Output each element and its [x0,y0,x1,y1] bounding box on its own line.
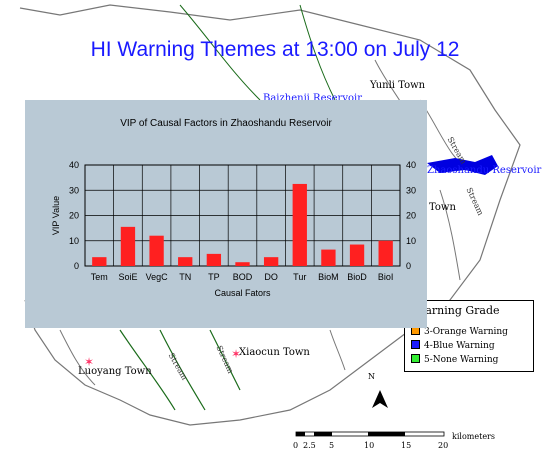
bar [349,244,365,266]
y2-tick-label: 30 [406,185,416,195]
bar [120,226,136,266]
bar [149,235,164,266]
place-label: Luoyang Town [78,366,152,377]
x-tick-label: TN [179,272,191,282]
x-tick-label: BioM [318,272,339,282]
reservoir-shape [427,155,498,175]
x-tick-label: Tem [91,272,108,282]
river-line [439,189,461,281]
river-line [119,329,176,411]
legend-title: Warning Grade [415,304,500,317]
y2-tick-label: 20 [406,211,416,221]
scale-tick-label: 20 [438,441,449,450]
scale-unit-label: kilometers [452,432,495,441]
y2-tick-label: 0 [406,261,411,271]
legend-swatch [411,354,420,363]
scale-tick-label: 10 [364,441,375,450]
river-line [59,329,96,386]
north-label: N [368,372,375,381]
place-label: Baizhenji Reservoir [263,93,362,104]
x-tick-label: BOD [233,272,253,282]
y-tick-label: 30 [69,185,79,195]
y-axis-label: VIP Value [51,196,61,235]
river-line [159,329,206,411]
north-arrow-icon [372,390,388,408]
place-label: Zhaoshandu Reservoir [427,165,542,176]
bar [292,183,307,266]
x-tick-label: BioD [347,272,367,282]
scale-tick-label: 5 [329,441,335,450]
chart-panel: VIP of Causal Factors in Zhaoshandu Rese… [25,100,427,328]
basin-boundary [19,4,521,426]
x-tick-label: VegC [146,272,169,282]
y2-tick-label: 40 [406,160,416,170]
place-label: Town [429,202,456,213]
scale-tick-label: 15 [401,441,412,450]
y-tick-label: 0 [74,261,79,271]
bar [92,257,107,266]
scale-tick-label: 2.5 [303,441,316,450]
scale-bar [295,431,445,437]
page-title: HI Warning Themes at 13:00 on July 12 [90,38,460,61]
vip-bar-chart: 0 10 20 30 40 0 10 20 30 40 Tem SoiE VegC TN TP BOD DO Tu… [51,160,416,298]
y-tick-label: 10 [69,236,79,246]
bar [178,257,193,266]
place-label: Xiaocun Town [239,347,310,358]
bar [321,249,336,266]
bar [206,253,222,266]
y2-tick-label: 10 [406,236,416,246]
scale-tick-label: 0 [293,441,299,450]
river-line [329,329,346,371]
x-tick-label: SoiE [118,272,137,282]
bar [235,262,250,266]
x-tick-label: BioI [378,272,394,282]
bar [378,240,393,266]
x-tick-label: TP [208,272,220,282]
x-tick-label: Tur [293,272,306,282]
legend-label: 5-None Warning [424,355,499,365]
river-line [179,4,261,101]
x-axis-label: Causal Fators [214,288,271,298]
y-tick-label: 40 [69,160,79,170]
legend-swatch [411,340,420,349]
legend-item: 5-None Warning [411,354,498,365]
legend-label: 4-Blue Warning [424,341,495,351]
river-line [299,4,336,101]
chart-title: VIP of Causal Factors in Zhaoshandu Rese… [120,118,332,129]
place-label: Yunli Town [370,80,426,91]
river-line [209,329,241,391]
y-tick-label: 20 [69,211,79,221]
town-marker-icon: ✶ [231,347,241,361]
bar [263,257,279,266]
legend-item: 4-Blue Warning [411,340,495,351]
x-tick-label: DO [264,272,278,282]
legend-label: 3-Orange Warning [424,327,508,337]
town-marker-icon: ✶ [84,355,94,369]
